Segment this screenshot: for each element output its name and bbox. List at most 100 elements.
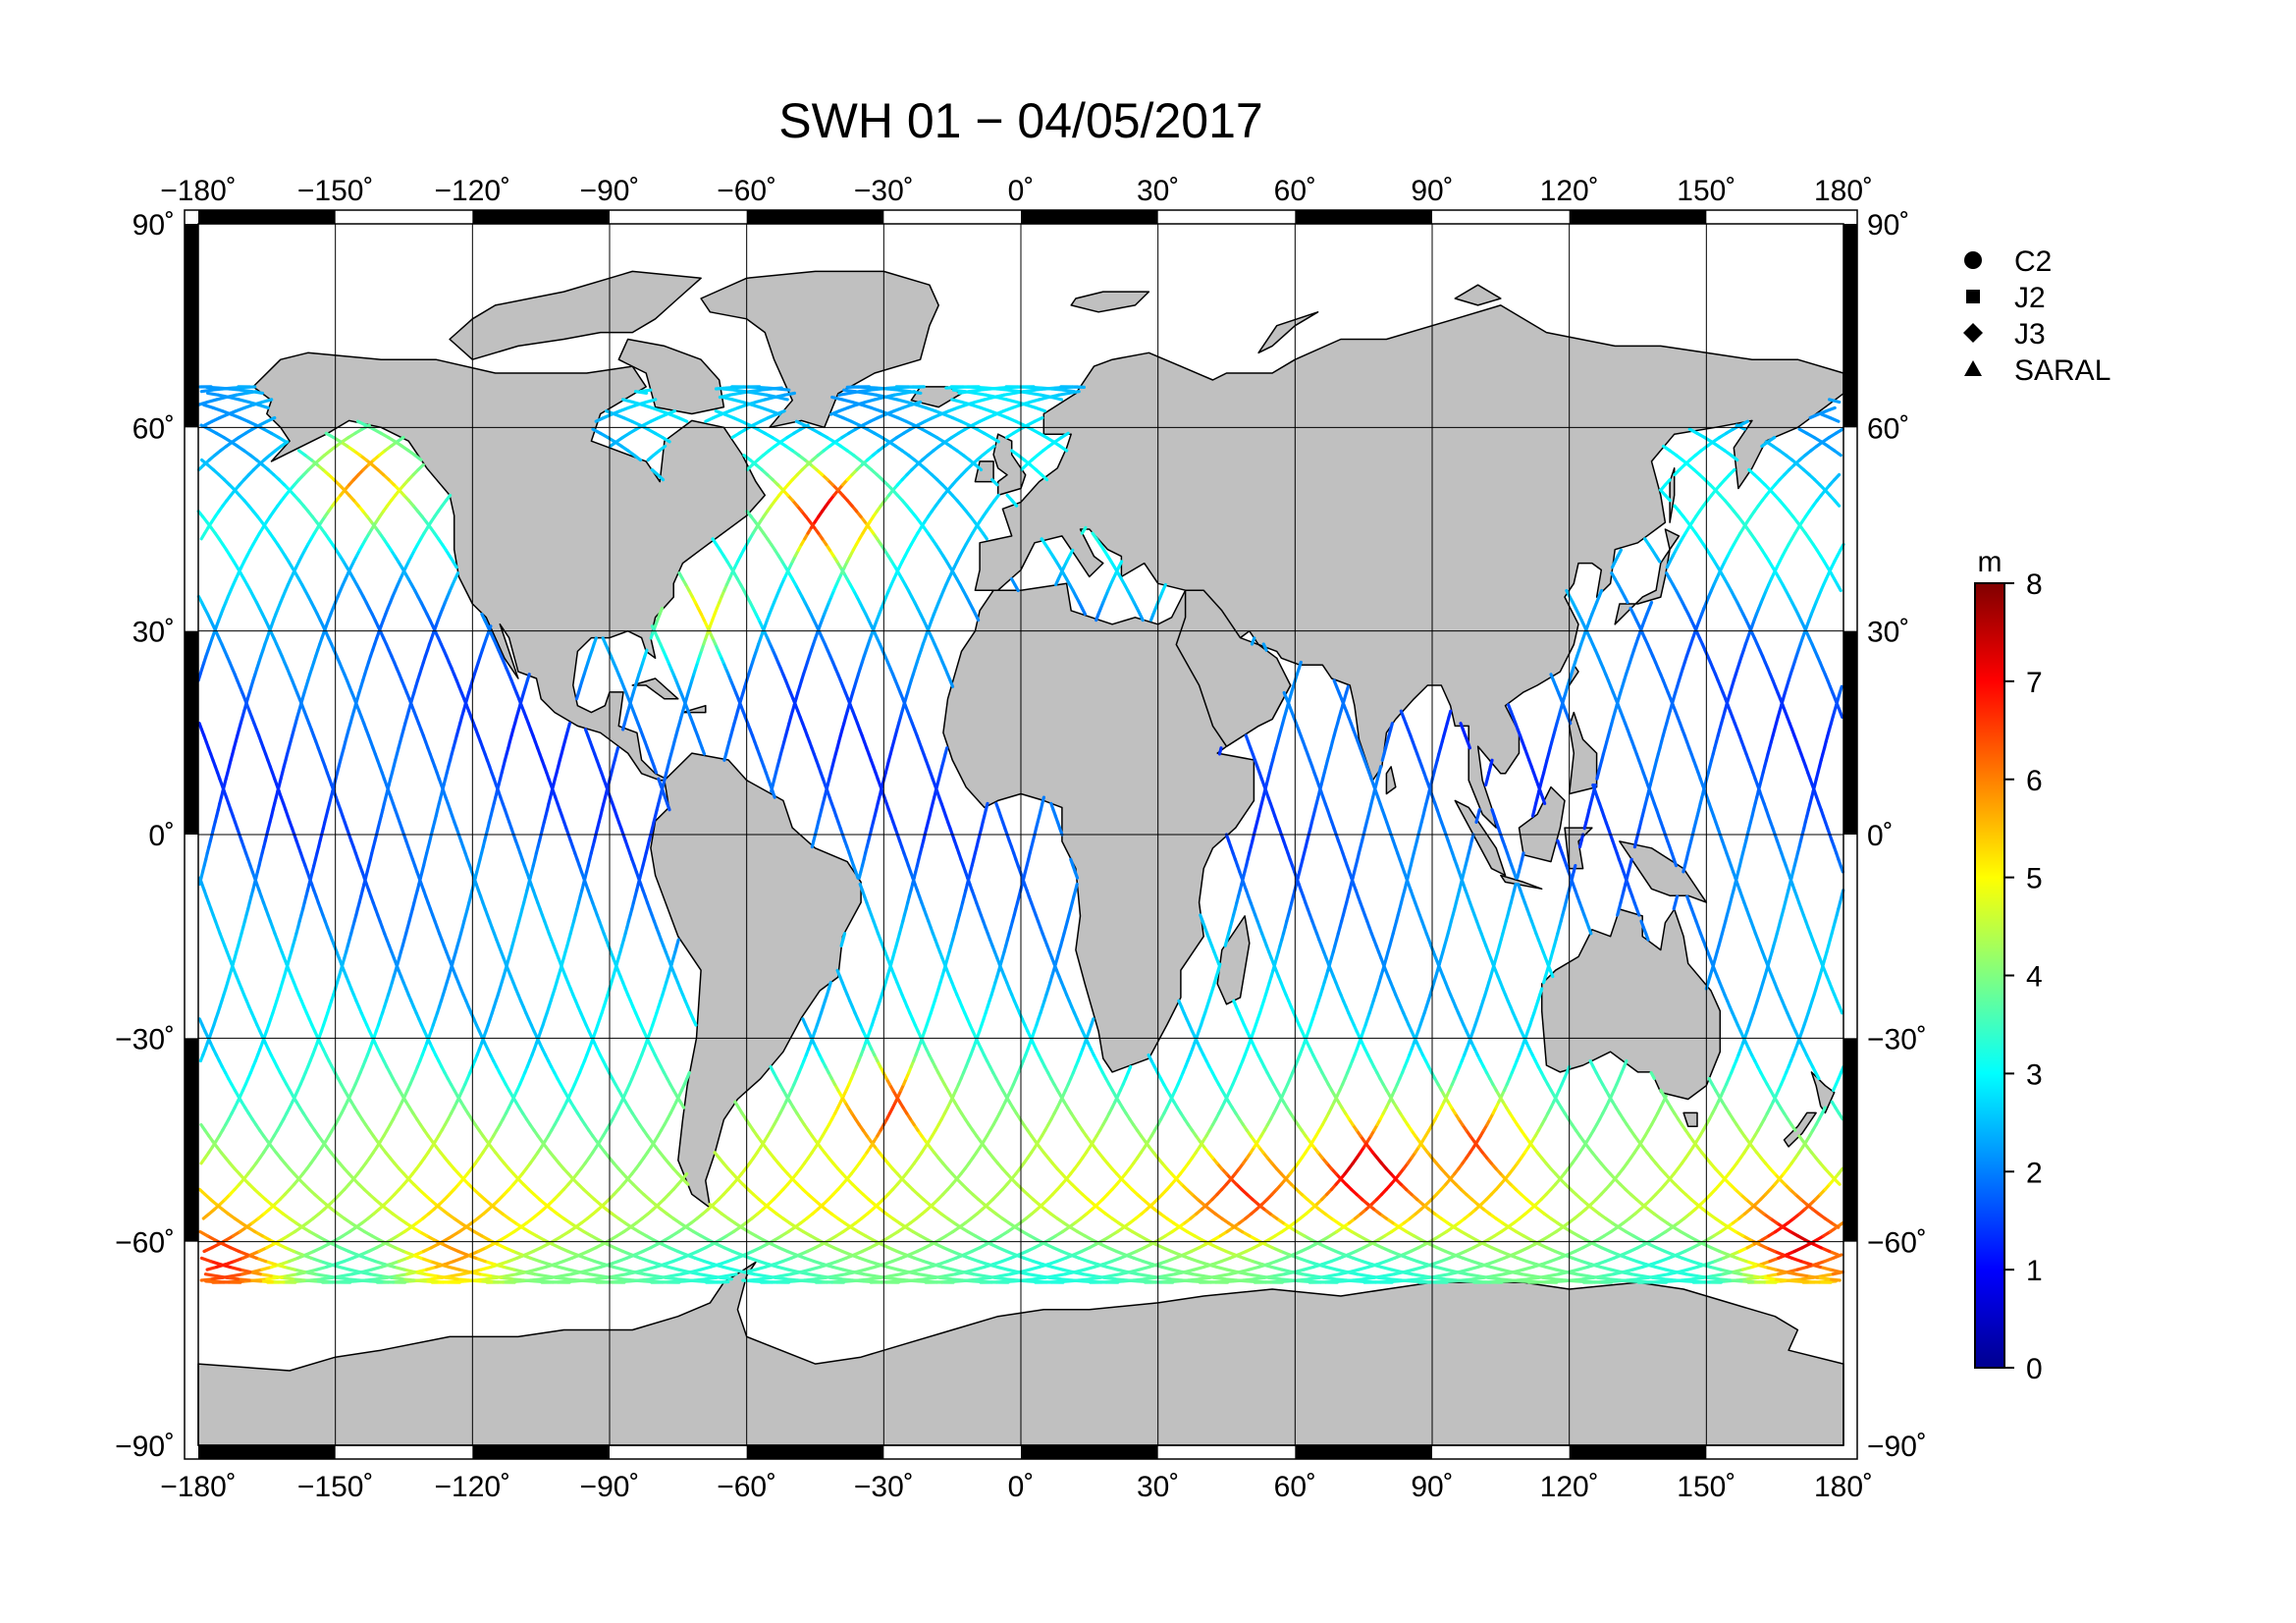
track-segment — [1059, 431, 1070, 440]
track-segment — [784, 1277, 800, 1282]
track-segment — [642, 1272, 657, 1278]
track-segment — [864, 398, 877, 405]
track-segment — [1469, 833, 1475, 842]
track-segment — [444, 493, 453, 503]
track-segment — [1033, 415, 1044, 423]
landmass-philippines — [1568, 711, 1598, 795]
landmass-madagascar — [1216, 915, 1251, 1005]
track-segment — [658, 606, 665, 617]
track-segment — [1831, 1253, 1843, 1261]
landmass-baffin — [617, 338, 725, 415]
track-segment — [727, 391, 742, 397]
track-segment — [1647, 600, 1654, 611]
track-segment — [937, 1275, 953, 1281]
track-segment — [286, 1272, 299, 1278]
track-segment — [779, 1272, 793, 1278]
track-segment — [851, 1270, 866, 1276]
landmass-sulawesi — [1564, 827, 1593, 870]
track-segment — [1377, 764, 1383, 775]
track-segment — [1090, 1017, 1095, 1027]
track-segment — [863, 1265, 877, 1271]
landmass-japan — [1614, 528, 1681, 625]
track-segment — [1053, 1272, 1067, 1278]
track-segment — [395, 435, 405, 444]
track-segment — [960, 1278, 976, 1283]
track-segment — [697, 1279, 713, 1284]
track-segment — [643, 648, 649, 658]
track-segment — [1297, 660, 1303, 671]
landmass-novaya-zemlya — [1257, 311, 1319, 354]
track-segment — [479, 1265, 493, 1271]
track-segment — [632, 1270, 647, 1276]
track-segment — [664, 1275, 679, 1281]
track-segment — [1572, 863, 1577, 874]
track-segment — [686, 1278, 702, 1283]
track-segment — [972, 1279, 988, 1284]
track-segment — [1138, 1265, 1150, 1271]
track-segment — [1389, 722, 1395, 731]
track-segment — [1080, 525, 1088, 535]
track-segment — [1002, 391, 1016, 397]
track-segment — [1247, 1265, 1260, 1271]
track-segment — [906, 1270, 921, 1276]
track-segment — [862, 1272, 877, 1278]
track-segment — [315, 1265, 328, 1271]
track-segment — [614, 1272, 628, 1278]
track-segment — [796, 1270, 811, 1276]
landmass-sri-lanka — [1385, 766, 1397, 795]
track-segment — [808, 1265, 822, 1271]
track-segment — [614, 746, 620, 756]
track-segment — [905, 1278, 921, 1283]
track-segment — [589, 1265, 603, 1271]
track-segment — [587, 1272, 603, 1278]
landmass-australia — [1540, 908, 1722, 1101]
track-segment — [1161, 582, 1167, 593]
track-segment — [708, 1273, 722, 1279]
track-segment — [850, 1278, 866, 1283]
track-segment — [807, 1272, 822, 1278]
track-segment — [566, 722, 572, 731]
landmass-borneo — [1518, 785, 1566, 863]
track-segment — [1674, 894, 1680, 905]
track-segment — [984, 801, 989, 812]
track-segment — [260, 1265, 274, 1271]
track-segment — [505, 1272, 519, 1278]
landmass-north-america — [252, 352, 767, 782]
track-segment — [1073, 882, 1079, 893]
track-segment — [973, 398, 987, 405]
map-title: SWH 01 − 04/05/2017 — [778, 93, 1262, 148]
track-segment — [1015, 1278, 1031, 1283]
track-segment — [1447, 709, 1453, 720]
track-segment — [609, 1275, 624, 1281]
track-segment — [1217, 1272, 1232, 1278]
landmass-svalbard — [1070, 291, 1150, 313]
track-segment — [833, 1272, 848, 1278]
track-segment — [534, 1265, 548, 1271]
track-segment — [396, 1272, 409, 1278]
track-segment — [199, 388, 214, 394]
track-segment — [992, 1275, 1008, 1281]
track-segment — [1630, 1265, 1644, 1271]
track-segment — [719, 1275, 734, 1281]
track-segment — [620, 1277, 635, 1282]
landmass-tasmania — [1682, 1111, 1698, 1127]
track-segment — [943, 1272, 958, 1278]
track-segment — [454, 571, 460, 581]
track-segment — [1520, 851, 1525, 861]
track-segment — [1685, 1265, 1699, 1271]
track-segment — [1028, 398, 1041, 405]
track-segment — [1041, 795, 1046, 806]
track-segment — [796, 1278, 811, 1283]
track-segment — [1068, 548, 1075, 558]
track-segment — [892, 391, 906, 397]
track-segment — [1795, 1265, 1809, 1271]
landmass-severnaya — [1454, 284, 1502, 306]
track-segment — [231, 1272, 244, 1278]
track-segment — [1056, 391, 1071, 397]
track-segment — [724, 1272, 738, 1278]
track-segment — [1163, 1272, 1177, 1278]
track-segment — [416, 462, 425, 471]
track-segment — [1217, 746, 1223, 756]
track-segment — [754, 1265, 767, 1271]
